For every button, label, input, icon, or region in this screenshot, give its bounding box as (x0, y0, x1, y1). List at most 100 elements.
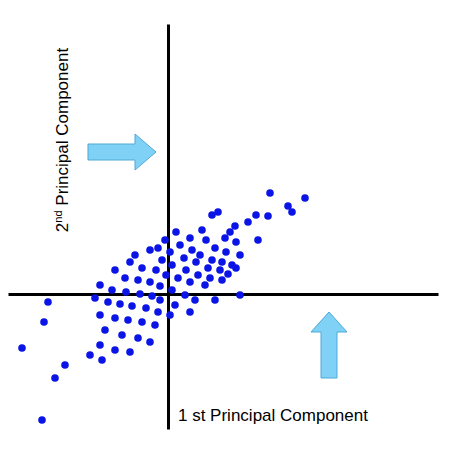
point (138, 318, 146, 326)
point (221, 234, 229, 242)
point (194, 271, 202, 279)
point (104, 298, 112, 306)
point (151, 321, 159, 329)
point (214, 208, 222, 216)
point (211, 296, 219, 304)
point (91, 294, 99, 302)
point (101, 326, 109, 334)
point (156, 296, 164, 304)
point (122, 288, 130, 296)
point (168, 286, 176, 294)
chart: 1 st Principal Component 2nd Principal Co… (0, 0, 474, 458)
point (146, 338, 154, 346)
point (171, 301, 179, 309)
point (116, 300, 124, 308)
point (61, 361, 69, 369)
x-axis-line (9, 293, 439, 296)
point (51, 374, 59, 382)
point (154, 244, 162, 252)
points (18, 189, 309, 424)
point (216, 266, 224, 274)
point (158, 256, 166, 264)
point (202, 236, 210, 244)
point (218, 276, 226, 284)
point (186, 234, 194, 242)
point (138, 264, 146, 272)
point (162, 271, 170, 279)
point (232, 264, 240, 272)
point (40, 318, 48, 326)
point (236, 291, 244, 299)
point (208, 256, 216, 264)
arrow-right (88, 134, 156, 170)
point (161, 236, 169, 244)
point (231, 222, 239, 230)
point (154, 308, 162, 316)
point (121, 274, 129, 282)
point (166, 248, 174, 256)
point (301, 194, 309, 202)
point (124, 316, 132, 324)
point (44, 298, 52, 306)
point (174, 274, 182, 282)
point (18, 344, 26, 352)
point (96, 311, 104, 319)
point (128, 302, 136, 310)
point (236, 251, 244, 259)
point (86, 351, 94, 359)
point (226, 228, 234, 236)
point (196, 251, 204, 259)
point (131, 251, 139, 259)
point (180, 254, 188, 262)
point (204, 264, 212, 272)
point (181, 291, 189, 299)
point (166, 311, 174, 319)
y-axis-line (167, 25, 170, 430)
point (168, 261, 176, 269)
point (38, 416, 46, 424)
point (266, 189, 274, 197)
point (252, 211, 260, 219)
arrow-up (311, 312, 347, 378)
point (186, 308, 194, 316)
point (111, 266, 119, 274)
point (254, 236, 262, 244)
y-axis-title: 2nd Principal Component (52, 48, 72, 233)
point (172, 228, 180, 236)
point (176, 241, 184, 249)
point (218, 258, 226, 266)
point (96, 281, 104, 289)
point (232, 238, 240, 246)
point (146, 278, 154, 286)
point (126, 348, 134, 356)
point (288, 208, 296, 216)
point (111, 314, 119, 322)
point (146, 246, 154, 254)
x-axis (9, 294, 439, 295)
point (192, 258, 200, 266)
point (98, 356, 106, 364)
point (264, 212, 272, 220)
point (134, 334, 142, 342)
point (108, 286, 116, 294)
point (136, 290, 144, 298)
point (148, 292, 156, 300)
point (186, 278, 194, 286)
point (244, 218, 252, 226)
point (111, 346, 119, 354)
point (191, 296, 199, 304)
point (222, 248, 230, 256)
point (182, 266, 190, 274)
point (206, 274, 214, 282)
point (126, 258, 134, 266)
point (201, 281, 209, 289)
y-axis (168, 25, 169, 430)
point (142, 304, 150, 312)
point (188, 246, 196, 254)
point (96, 341, 104, 349)
x-axis-title: 1 st Principal Component (178, 406, 368, 425)
point (134, 276, 142, 284)
point (152, 266, 160, 274)
point (118, 331, 126, 339)
point (211, 244, 219, 252)
